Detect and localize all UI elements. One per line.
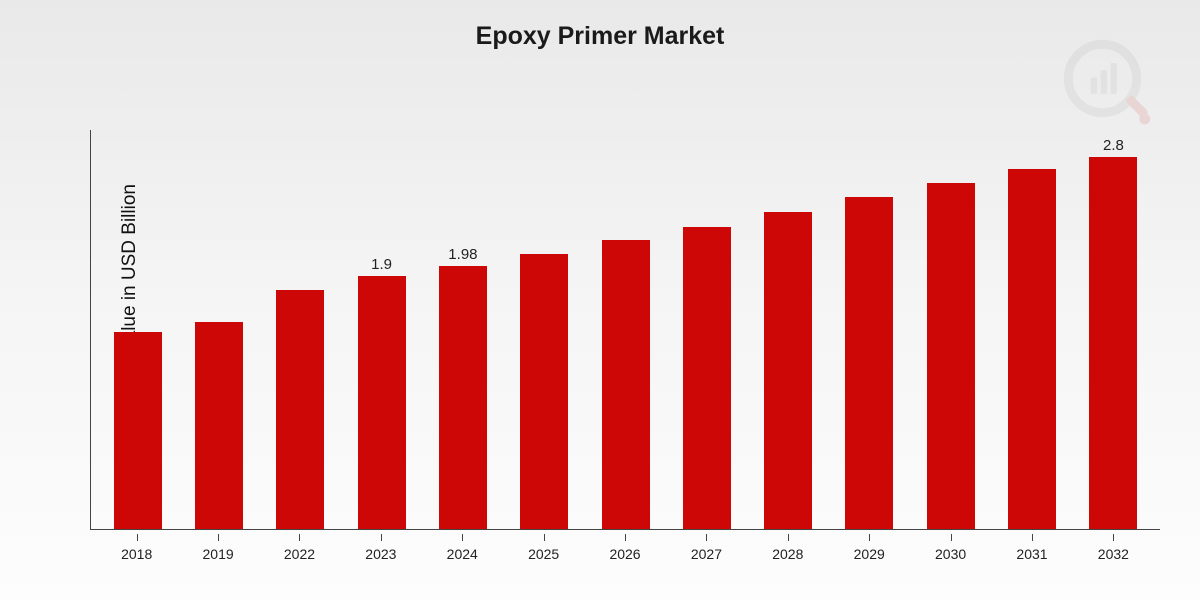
bar-slot — [97, 130, 178, 529]
bar — [764, 212, 812, 529]
bar-value-label: 2.8 — [1103, 137, 1124, 154]
bar-slot — [991, 130, 1072, 529]
bar-slot — [504, 130, 585, 529]
x-axis-ticks: 2018201920222023202420252026202720282029… — [90, 546, 1160, 562]
bar-slot — [585, 130, 666, 529]
plot-area: 1.9 1.98 2.8 — [90, 130, 1160, 530]
x-tick-label: 2019 — [177, 546, 258, 562]
bar: 1.9 — [358, 276, 406, 529]
bar-slot — [260, 130, 341, 529]
bar-slot — [666, 130, 747, 529]
bar — [927, 183, 975, 529]
x-tick-label: 2024 — [422, 546, 503, 562]
bar — [845, 197, 893, 530]
bar-container: 1.9 1.98 2.8 — [91, 130, 1160, 529]
bar — [602, 240, 650, 529]
x-tick-label: 2028 — [747, 546, 828, 562]
bar-slot: 1.9 — [341, 130, 422, 529]
bar: 2.8 — [1089, 157, 1137, 529]
bar-slot — [748, 130, 829, 529]
x-tick-label: 2026 — [584, 546, 665, 562]
x-tick-label: 2030 — [910, 546, 991, 562]
bar-value-label: 1.9 — [371, 256, 392, 273]
bar-slot — [910, 130, 991, 529]
bar — [683, 227, 731, 529]
bar-slot: 2.8 — [1073, 130, 1154, 529]
bar-value-label: 1.98 — [448, 246, 477, 263]
bar — [276, 290, 324, 529]
x-tick-label: 2032 — [1073, 546, 1154, 562]
bar — [520, 254, 568, 529]
bar — [1008, 169, 1056, 529]
x-tick-label: 2027 — [666, 546, 747, 562]
x-tick-label: 2018 — [96, 546, 177, 562]
bar — [195, 322, 243, 529]
bar — [114, 332, 162, 529]
bar-slot: 1.98 — [422, 130, 503, 529]
bar: 1.98 — [439, 266, 487, 529]
bar-slot — [829, 130, 910, 529]
x-tick-label: 2025 — [503, 546, 584, 562]
x-tick-label: 2031 — [991, 546, 1072, 562]
x-tick-label: 2022 — [259, 546, 340, 562]
x-tick-label: 2023 — [340, 546, 421, 562]
x-tick-label: 2029 — [829, 546, 910, 562]
bar-slot — [178, 130, 259, 529]
chart-title: Epoxy Primer Market — [0, 22, 1200, 51]
watermark-logo-icon — [1062, 38, 1152, 128]
